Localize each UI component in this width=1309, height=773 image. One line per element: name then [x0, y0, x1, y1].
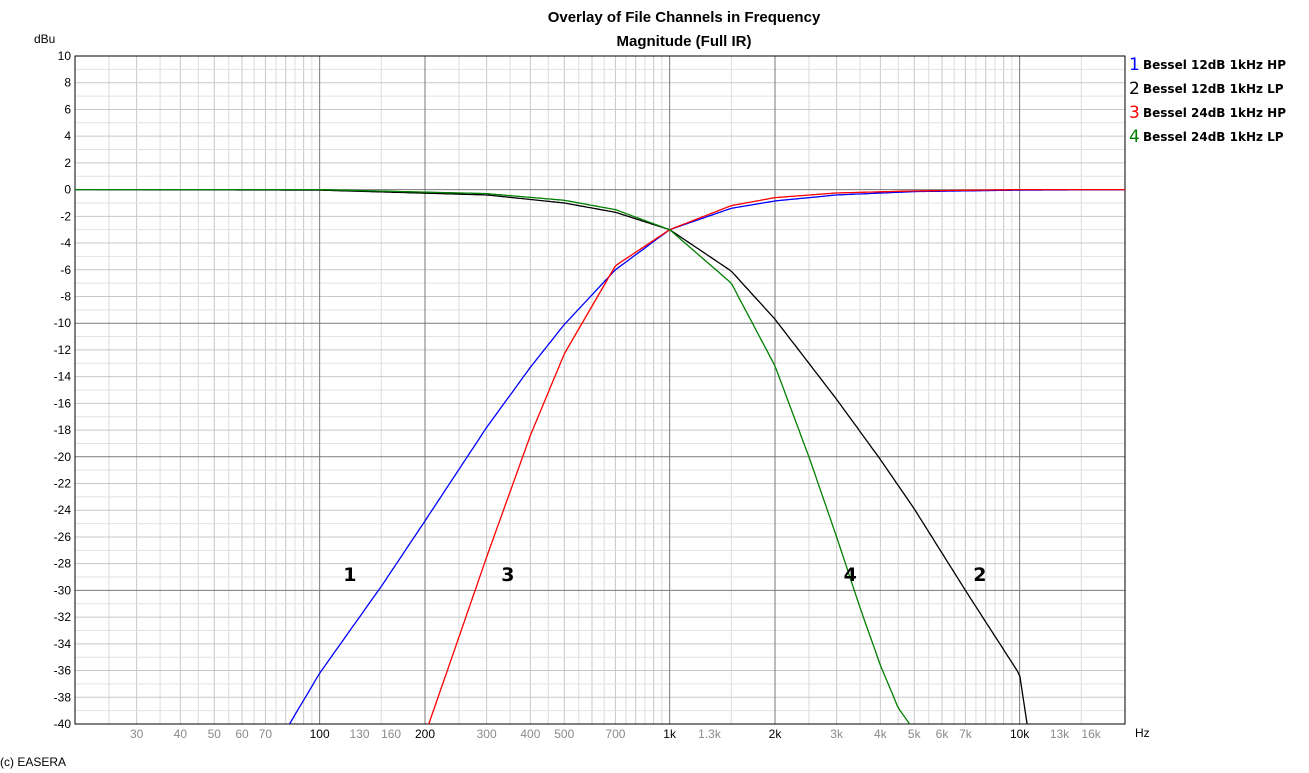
plot-frame	[74, 55, 1126, 725]
chart-title: Overlay of File Channels in Frequency	[548, 9, 821, 26]
y-tick-label: -14	[54, 370, 72, 384]
y-tick-label: -40	[54, 717, 72, 731]
x-tick-label: 4k	[874, 727, 888, 741]
legend-number: 1	[1129, 55, 1140, 75]
x-tick-label: 200	[415, 727, 435, 741]
x-tick-label: 30	[130, 727, 144, 741]
y-tick-label: -8	[60, 289, 71, 303]
y-tick-label: -20	[54, 450, 72, 464]
y-tick-label: -6	[60, 263, 71, 277]
x-tick-label: 6k	[936, 727, 950, 741]
x-tick-label: 50	[208, 727, 222, 741]
legend-number: 2	[1129, 79, 1140, 99]
y-tick-label: -24	[54, 503, 72, 517]
y-tick-label: -18	[54, 423, 72, 437]
y-tick-label: -16	[54, 396, 72, 410]
legend-label: Bessel 24dB 1kHz LP	[1143, 130, 1284, 144]
y-tick-label: -30	[54, 583, 72, 597]
curve-label-1: 1	[343, 564, 356, 586]
x-tick-label: 700	[605, 727, 625, 741]
y-tick-label: -34	[54, 637, 72, 651]
x-tick-label: 60	[235, 727, 249, 741]
legend-item-2[interactable]: 2 Bessel 12dB 1kHz LP	[1129, 79, 1284, 99]
legend-item-1[interactable]: 1 Bessel 12dB 1kHz HP	[1129, 55, 1286, 75]
legend-item-3[interactable]: 3 Bessel 24dB 1kHz HP	[1129, 103, 1286, 123]
y-tick-label: 0	[64, 183, 71, 197]
curve-annotations: 1 3 4 2	[343, 564, 986, 586]
y-tick-labels: 10 8 6 4 2 0 -2 -4 -6 -8 -10 -12 -14 -16 -18 -20 -22 -24 -…	[54, 49, 72, 731]
grid-minor	[75, 55, 1125, 725]
x-tick-label: 7k	[959, 727, 973, 741]
x-tick-label: 10k	[1010, 727, 1030, 741]
x-tick-label: 130	[350, 727, 370, 741]
legend: 1 Bessel 12dB 1kHz HP2 Bessel 12dB 1kHz LP…	[1129, 55, 1286, 147]
x-tick-label: 100	[310, 727, 330, 741]
y-axis-label: dBu	[34, 32, 55, 46]
legend-number: 3	[1129, 103, 1140, 123]
x-tick-label: 3k	[830, 727, 844, 741]
credit-text: (c) EASERA	[0, 755, 66, 769]
curve-label-4: 4	[844, 564, 857, 586]
y-tick-label: 6	[64, 102, 71, 116]
x-tick-label: 1.3k	[698, 727, 722, 741]
x-tick-label: 2k	[769, 727, 783, 741]
x-axis-label: Hz	[1135, 726, 1150, 740]
x-tick-label: 300	[477, 727, 497, 741]
y-tick-label: 10	[58, 49, 72, 63]
x-tick-label: 500	[554, 727, 574, 741]
legend-label: Bessel 12dB 1kHz HP	[1143, 58, 1286, 72]
series-line-3	[428, 188, 1125, 725]
x-tick-label: 70	[259, 727, 273, 741]
y-tick-label: -4	[60, 236, 71, 250]
y-tick-label: -28	[54, 557, 72, 571]
x-tick-label: 13k	[1050, 727, 1070, 741]
y-tick-label: 2	[64, 156, 71, 170]
y-tick-label: 4	[64, 129, 71, 143]
x-tick-label: 1k	[663, 727, 677, 741]
y-tick-label: -26	[54, 530, 72, 544]
x-tick-label: 40	[174, 727, 188, 741]
y-tick-label: -22	[54, 477, 72, 491]
series-line-4	[75, 188, 911, 725]
x-tick-label: 400	[520, 727, 540, 741]
y-tick-label: -38	[54, 690, 72, 704]
legend-label: Bessel 24dB 1kHz HP	[1143, 106, 1286, 120]
y-tick-label: -10	[54, 316, 72, 330]
y-tick-label: -32	[54, 610, 72, 624]
y-tick-label: 8	[64, 76, 71, 90]
y-tick-label: -2	[60, 209, 71, 223]
legend-number: 4	[1129, 127, 1140, 147]
x-tick-labels: 30 40 50 60 70 100 130 160 200 300 400 500 700 1k 1.3k…	[130, 727, 1102, 741]
x-tick-label: 160	[381, 727, 401, 741]
x-tick-label: 5k	[908, 727, 922, 741]
curve-label-2: 2	[973, 564, 986, 586]
x-tick-label: 16k	[1081, 727, 1101, 741]
curve-label-3: 3	[501, 564, 514, 586]
legend-item-4[interactable]: 4 Bessel 24dB 1kHz LP	[1129, 127, 1284, 147]
y-tick-label: -12	[54, 343, 72, 357]
y-tick-label: -36	[54, 664, 72, 678]
legend-label: Bessel 12dB 1kHz LP	[1143, 82, 1284, 96]
chart-subtitle: Magnitude (Full IR)	[617, 33, 752, 50]
series-lines	[75, 188, 1125, 725]
